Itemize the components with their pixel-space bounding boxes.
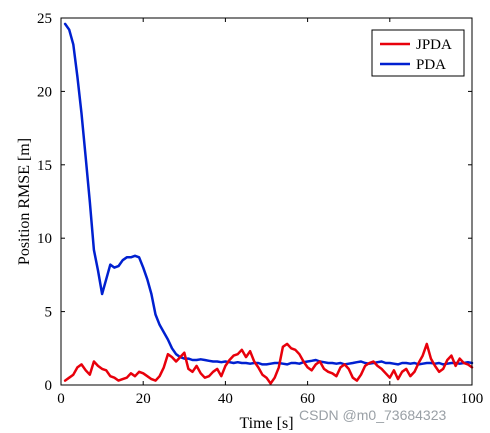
y-tick-label: 25 <box>37 11 52 27</box>
watermark-text: CSDN @m0_73684323 <box>299 407 447 423</box>
y-tick-label: 20 <box>37 84 52 100</box>
y-axis-label: Position RMSE [m] <box>16 138 33 265</box>
y-tick-label: 15 <box>37 158 52 174</box>
x-axis-label: Time [s] <box>239 415 293 432</box>
x-tick-label: 0 <box>57 391 65 407</box>
y-tick-label: 5 <box>45 305 53 321</box>
x-tick-label: 60 <box>300 391 315 407</box>
legend-box <box>371 29 465 77</box>
legend-label: PDA <box>416 57 446 73</box>
x-tick-label: 80 <box>382 391 397 407</box>
x-tick-label: 40 <box>218 391 233 407</box>
series-line-jpda <box>63 342 474 385</box>
plot-content <box>63 22 474 385</box>
legend-label: JPDA <box>416 37 452 53</box>
x-tick-label: 100 <box>461 391 484 407</box>
x-tick-label: 20 <box>136 391 151 407</box>
legend: JPDA PDA <box>371 29 465 77</box>
series-line-pda <box>63 22 474 366</box>
axis-ticks: 0 20 40 60 80 100 0 5 10 15 20 25 <box>37 11 483 407</box>
y-tick-label: 0 <box>45 378 53 394</box>
y-tick-label: 10 <box>37 231 52 247</box>
plot-frame <box>60 17 473 386</box>
